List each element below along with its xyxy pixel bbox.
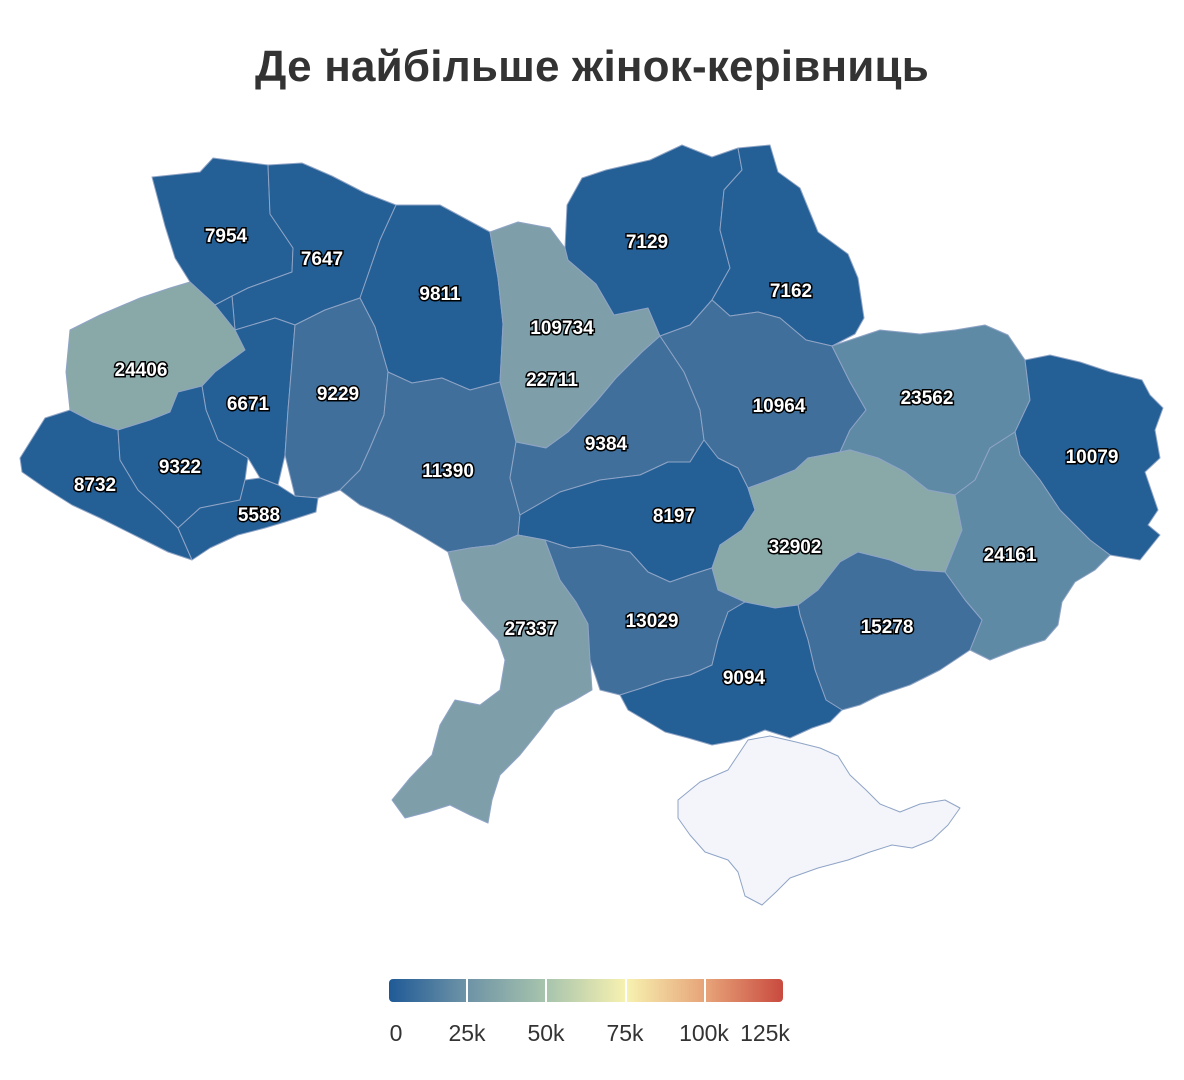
region-label-volyn: 7954 <box>205 226 248 247</box>
region-label-kirovohrad: 8197 <box>653 506 695 527</box>
region-label-sumy: 7162 <box>770 281 812 302</box>
region-label-cherkasy: 9384 <box>585 434 628 455</box>
region-ivano-frankivsk[interactable] <box>117 385 249 529</box>
region-label-rivne: 7647 <box>301 249 343 270</box>
legend-segment <box>389 979 469 1002</box>
region-label-donetsk: 24161 <box>984 545 1037 566</box>
region-label-chernivtsi: 5588 <box>238 505 280 526</box>
region-kherson[interactable] <box>619 601 843 746</box>
legend-segment <box>626 979 706 1002</box>
region-label-vinnytsia: 11390 <box>422 461 474 482</box>
region-label-ternopil: 6671 <box>227 394 270 415</box>
region-label-zaporizhzhia: 15278 <box>861 617 914 638</box>
region-label-lviv: 24406 <box>115 360 168 381</box>
region-label-dnipropetrovsk: 32902 <box>769 537 822 558</box>
region-label-chernihiv: 7129 <box>626 232 668 253</box>
legend-segment <box>468 979 548 1002</box>
labels-layer: 7954 7647 9811 109734 22711 7129 7162 24406 6671… <box>72 225 1120 691</box>
color-legend <box>389 979 783 1002</box>
region-crimea[interactable] <box>677 735 961 906</box>
region-label-mykolaiv: 13029 <box>626 611 679 632</box>
region-label-odesa: 27337 <box>505 619 558 640</box>
legend-tick: 25k <box>448 1020 486 1046</box>
legend-tick: 50k <box>527 1020 565 1046</box>
legend-segment <box>705 979 783 1002</box>
region-label-kherson: 9094 <box>723 668 766 689</box>
regions-layer <box>19 144 1164 906</box>
region-label-kharkiv: 23562 <box>901 388 954 409</box>
region-chernivtsi[interactable] <box>177 477 319 561</box>
map-title: Де найбільше жінок-керівниць <box>255 42 929 91</box>
legend-segment <box>547 979 627 1002</box>
region-label-kyiv-oblast: 22711 <box>526 370 578 391</box>
legend-tick: 75k <box>606 1020 644 1046</box>
legend-tick: 100k <box>679 1020 729 1046</box>
region-label-luhansk: 10079 <box>1066 447 1119 468</box>
region-label-ivano-frankivsk: 9322 <box>159 457 201 478</box>
region-label-zakarpattia: 8732 <box>74 475 116 496</box>
region-label-khmelnytskyi: 9229 <box>317 384 359 405</box>
region-label-poltava: 10964 <box>753 396 806 417</box>
legend-tick: 125k <box>740 1020 790 1046</box>
legend-tick: 0 <box>389 1020 403 1046</box>
region-label-zhytomyr: 9811 <box>419 284 461 305</box>
region-label-kyiv-city: 109734 <box>530 318 594 339</box>
